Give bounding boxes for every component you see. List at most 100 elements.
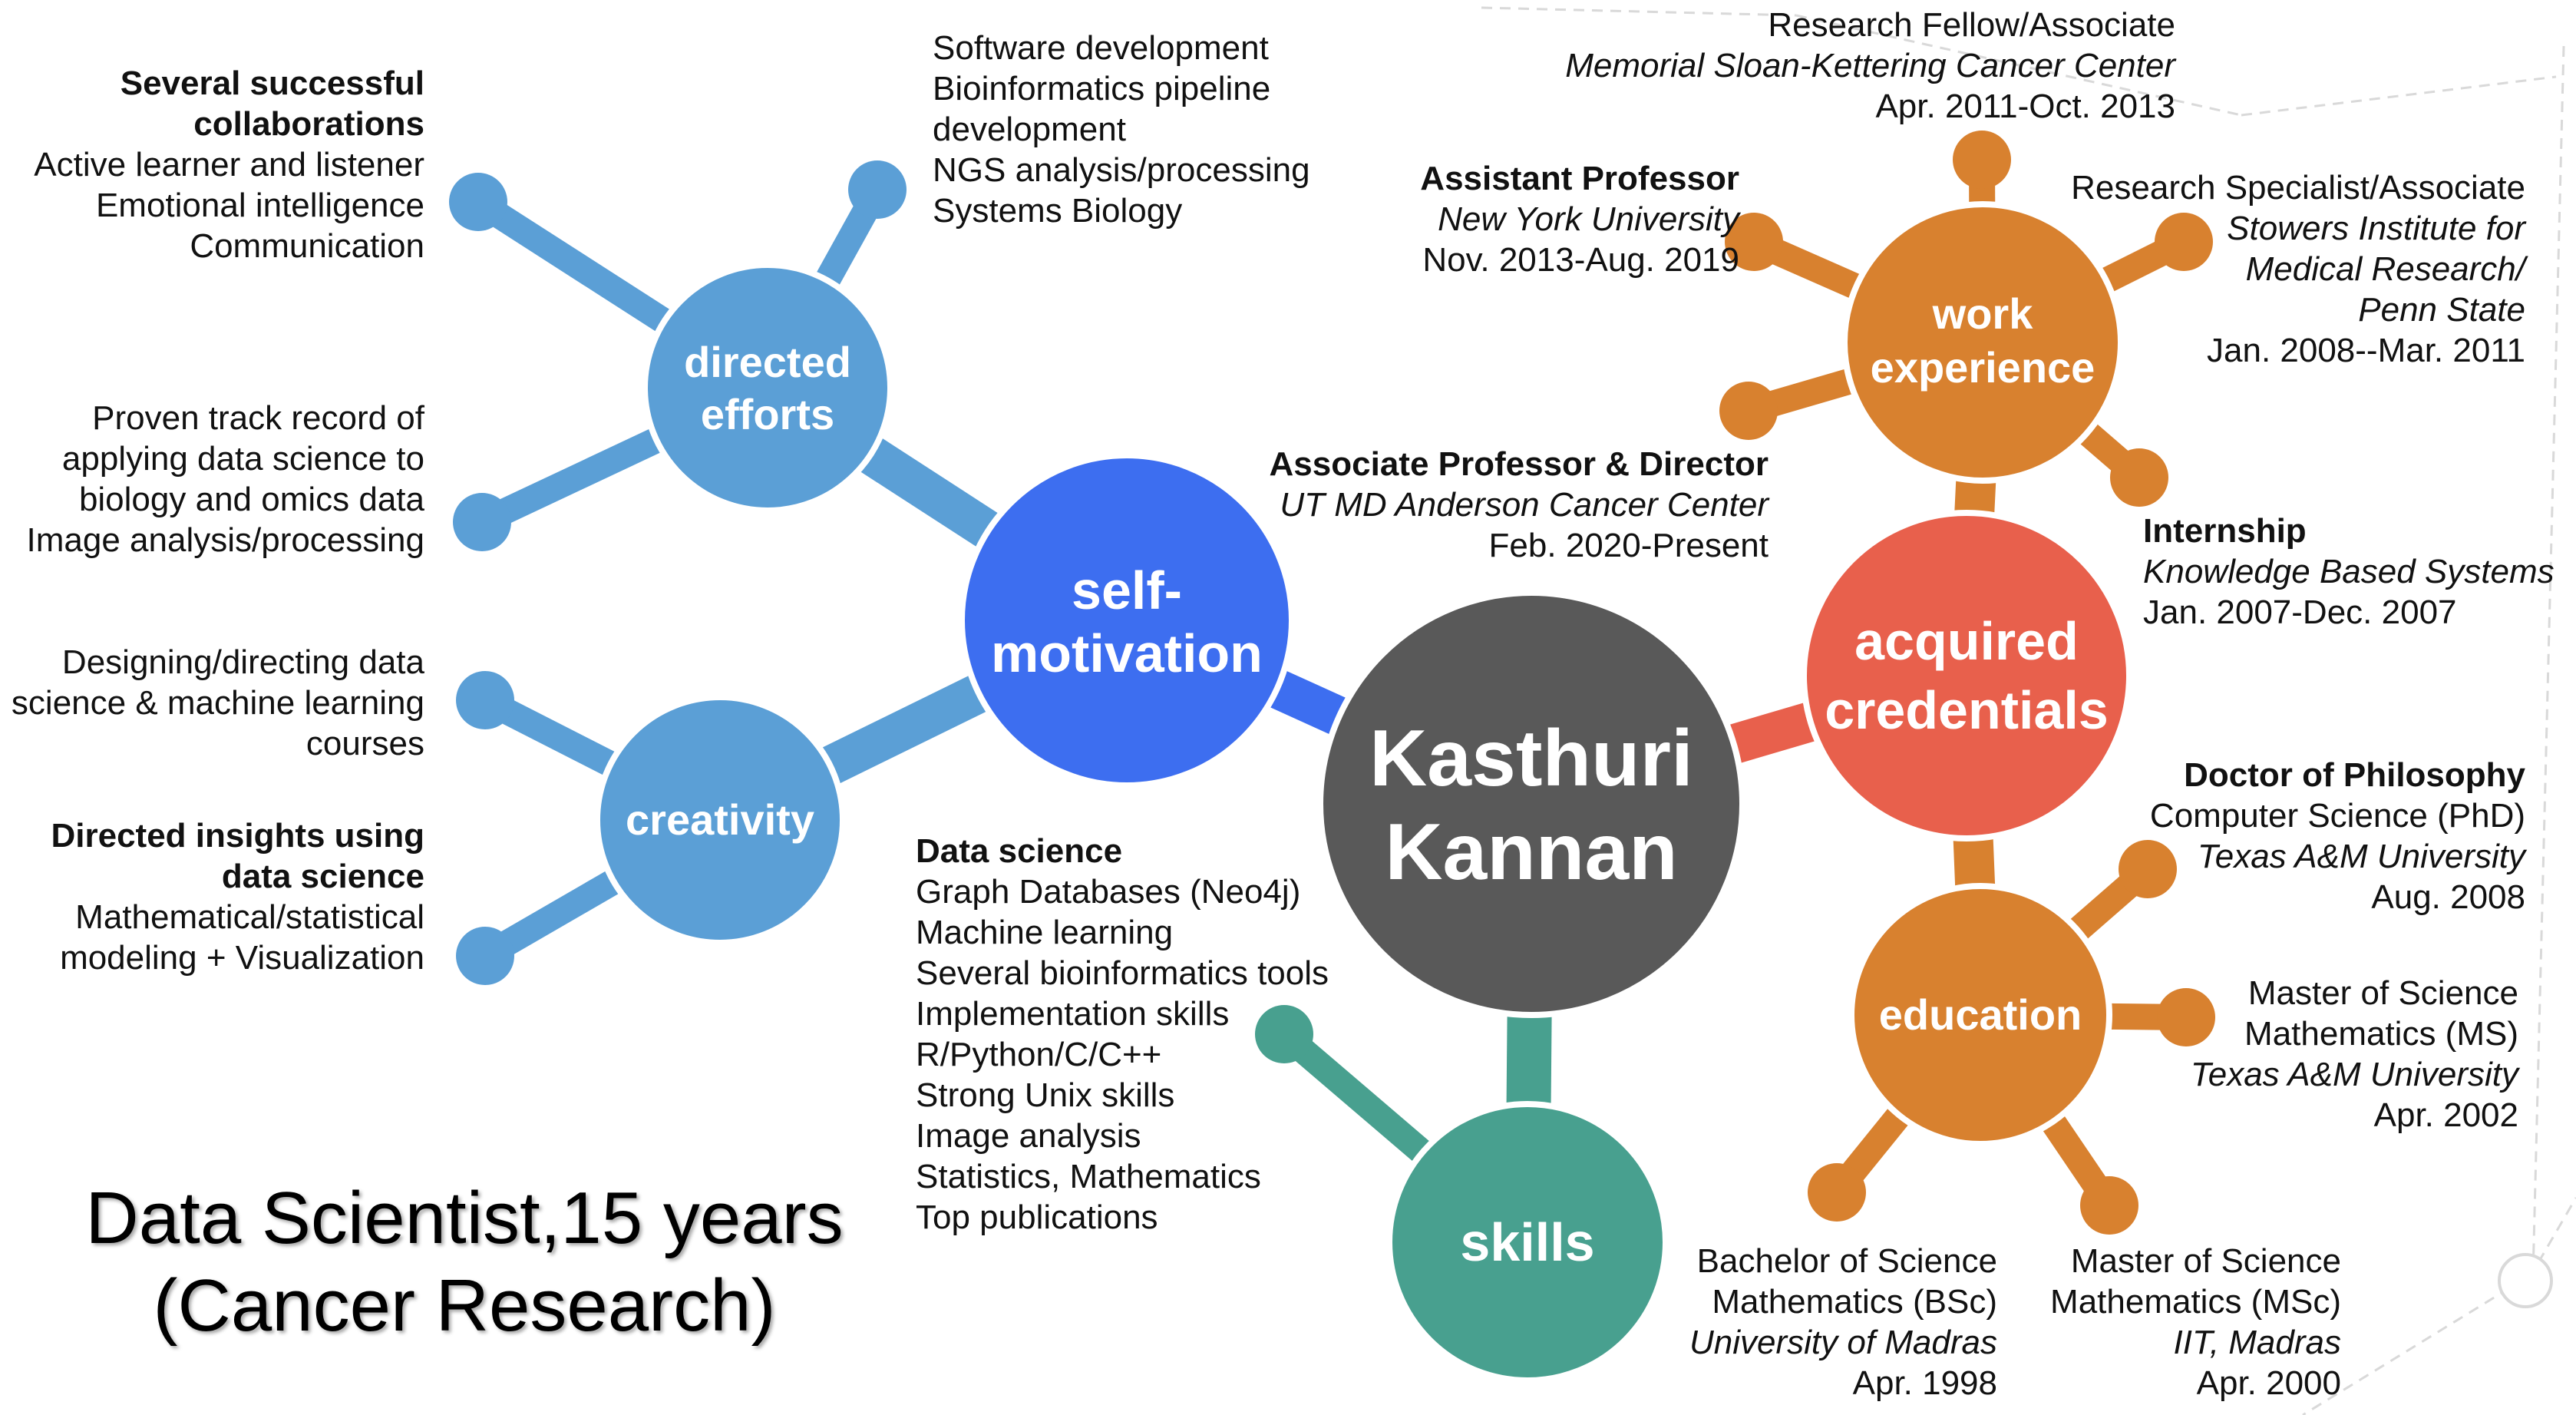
data-science-text: Data science Graph Databases (Neo4j) Mac…	[916, 831, 1329, 1238]
data-science-item: Strong Unix skills	[916, 1076, 1175, 1114]
bsc-date: Apr. 1998	[1852, 1364, 1997, 1402]
research-specialist-institution: Stowers Institute for	[2227, 210, 2525, 247]
leaf-dot-data-science	[1255, 1005, 1313, 1063]
acquired-credentials-line2: credentials	[1825, 680, 2109, 740]
leaf-dot-associate-professor	[1719, 382, 1778, 440]
associate-professor-title: Associate Professor & Director	[1269, 445, 1769, 483]
associate-professor-institution: UT MD Anderson Cancer Center	[1280, 486, 1769, 524]
network-line	[2531, 45, 2565, 1275]
leaf-dot-designing	[456, 671, 514, 729]
software-item: Bioinformatics pipeline	[933, 70, 1271, 107]
leaf-dot-track-record	[453, 493, 511, 551]
data-science-item: Machine learning	[916, 914, 1174, 951]
work-experience-label: work experience	[1871, 287, 2095, 395]
education-circle	[1848, 883, 2112, 1147]
data-science-item: Statistics, Mathematics	[916, 1158, 1261, 1195]
phd-institution: Texas A&M University	[2197, 838, 2525, 875]
bsc-institution: University of Madras	[1689, 1324, 1997, 1361]
msc-text: Master of Science Mathematics (MSc) IIT,…	[2050, 1241, 2341, 1403]
headline-line1: Data Scientist,15 years	[85, 1177, 844, 1259]
leaf-dot-msc	[2080, 1176, 2138, 1235]
insights-item: Mathematical/statistical	[75, 898, 424, 936]
self-motivation-line2: motivation	[991, 623, 1263, 683]
data-science-item: Several bioinformatics tools	[916, 954, 1329, 992]
directed-efforts-label: directed efforts	[684, 336, 851, 441]
designing-item: science & machine learning	[11, 684, 424, 722]
skills-line1: skills	[1460, 1212, 1595, 1272]
phd-field: Computer Science (PhD)	[2149, 797, 2525, 835]
ms-field: Mathematics (MS)	[2244, 1015, 2518, 1053]
data-science-item: Image analysis	[916, 1117, 1141, 1155]
research-fellow-title: Research Fellow/Associate	[1768, 6, 2175, 44]
designing-text: Designing/directing data science & machi…	[12, 642, 424, 764]
acquired-credentials-circle	[1801, 510, 2132, 841]
network-node	[2498, 1253, 2553, 1308]
track-record-item: Image analysis/processing	[26, 521, 424, 559]
track-record-text: Proven track record of applying data sci…	[27, 398, 424, 560]
leaf-dots	[449, 131, 2215, 1235]
associate-professor-text: Associate Professor & Director UT MD And…	[1270, 444, 1769, 566]
bsc-degree: Bachelor of Science	[1696, 1242, 1997, 1280]
leaf-dot-research-specialist	[2155, 213, 2213, 271]
collab-item: Communication	[190, 227, 424, 265]
directed-efforts-circle	[642, 262, 893, 514]
education-line1: education	[1878, 990, 2082, 1039]
ms-date: Apr. 2002	[2373, 1096, 2518, 1134]
center-name-last: Kannan	[1385, 808, 1678, 897]
track-record-item: applying data science to	[61, 440, 424, 478]
bsc-text: Bachelor of Science Mathematics (BSc) Un…	[1689, 1241, 1997, 1403]
acquired-credentials-line1: acquired	[1854, 611, 2079, 671]
research-fellow-text: Research Fellow/Associate Memorial Sloan…	[1565, 5, 2175, 127]
data-science-item: Graph Databases (Neo4j)	[916, 873, 1301, 911]
phd-date: Aug. 2008	[2371, 878, 2525, 916]
assistant-professor-institution: New York University	[1438, 200, 1739, 238]
ms-degree: Master of Science	[2247, 974, 2518, 1012]
assistant-professor-dates: Nov. 2013-Aug. 2019	[1422, 241, 1739, 279]
hub-circles	[594, 201, 2132, 1384]
internship-title: Internship	[2143, 512, 2307, 550]
network-line	[2241, 75, 2557, 117]
designing-item: Designing/directing data	[61, 643, 424, 681]
insights-heading-2: data science	[221, 858, 424, 895]
collab-heading-2: collaborations	[193, 105, 424, 143]
phd-degree: Doctor of Philosophy	[2184, 756, 2525, 794]
leaf-dot-software	[848, 160, 907, 219]
research-specialist-title: Research Specialist/Associate	[2071, 169, 2525, 207]
background-network	[1481, 6, 2576, 1415]
ms-text: Master of Science Mathematics (MS) Texas…	[2191, 973, 2518, 1136]
insights-text: Directed insights using data science Mat…	[51, 815, 424, 978]
creativity-line1: creativity	[626, 795, 814, 844]
msc-field: Mathematics (MSc)	[2050, 1283, 2341, 1321]
leaf-dot-assistant-professor	[1725, 213, 1783, 271]
designing-item: courses	[305, 725, 424, 762]
assistant-professor-text: Assistant Professor New York University …	[1420, 158, 1739, 280]
leaf-dot-phd	[2119, 840, 2177, 898]
acquired-credentials-label: acquired credentials	[1825, 607, 2109, 745]
leaf-dot-research-fellow	[1953, 131, 2011, 189]
associate-professor-dates: Feb. 2020-Present	[1488, 527, 1769, 564]
software-text: Software development Bioinformatics pipe…	[933, 28, 1310, 231]
software-item: Systems Biology	[933, 192, 1183, 230]
network-line	[2528, 1197, 2576, 1279]
network-line	[2302, 1277, 2526, 1415]
research-fellow-institution: Memorial Sloan-Kettering Cancer Center	[1565, 47, 2175, 84]
software-item: development	[933, 111, 1126, 148]
collaborations-text: Several successful collaborations Active…	[34, 63, 424, 266]
assistant-professor-title: Assistant Professor	[1420, 160, 1739, 197]
self-motivation-line1: self-	[1072, 560, 1182, 620]
ms-institution: Texas A&M University	[2190, 1056, 2518, 1093]
leaf-dot-insights	[456, 927, 514, 985]
internship-text: Internship Knowledge Based Systems Jan. …	[2143, 511, 2555, 633]
education-label: education	[1879, 989, 2082, 1041]
internship-dates: Jan. 2007-Dec. 2007	[2143, 593, 2457, 631]
network-line	[1481, 6, 1797, 17]
headline-line2: (Cancer Research)	[153, 1265, 776, 1347]
insights-item: modeling + Visualization	[60, 939, 424, 977]
bsc-field: Mathematics (BSc)	[1712, 1283, 1997, 1321]
data-science-item: R/Python/C/C++	[916, 1036, 1162, 1073]
phd-text: Doctor of Philosophy Computer Science (P…	[2150, 755, 2525, 917]
headline: Data Scientist,15 years (Cancer Research…	[46, 1175, 883, 1350]
center-name-first: Kasthuri	[1369, 714, 1693, 803]
collab-heading-1: Several successful	[120, 64, 424, 102]
